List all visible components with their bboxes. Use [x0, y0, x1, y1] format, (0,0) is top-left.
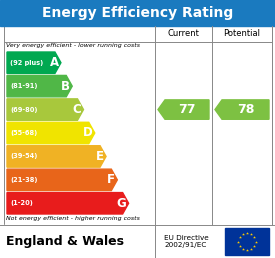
Text: England & Wales: England & Wales: [6, 235, 124, 248]
Text: G: G: [117, 197, 127, 210]
Polygon shape: [7, 146, 106, 167]
Text: (55-68): (55-68): [10, 130, 37, 136]
Text: D: D: [83, 126, 93, 140]
Text: Energy Efficiency Rating: Energy Efficiency Rating: [42, 6, 233, 20]
Polygon shape: [7, 75, 72, 97]
Polygon shape: [7, 122, 95, 144]
Text: Current: Current: [167, 29, 199, 38]
Text: Very energy efficient - lower running costs: Very energy efficient - lower running co…: [6, 43, 140, 48]
Bar: [4, 26, 272, 225]
Text: Not energy efficient - higher running costs: Not energy efficient - higher running co…: [6, 216, 140, 221]
Polygon shape: [7, 99, 84, 120]
Text: EU Directive: EU Directive: [164, 236, 208, 241]
Polygon shape: [7, 52, 61, 74]
Text: (21-38): (21-38): [10, 177, 37, 183]
Bar: [225, 228, 269, 255]
Text: (92 plus): (92 plus): [10, 60, 43, 66]
Text: 77: 77: [178, 103, 196, 116]
Text: 78: 78: [237, 103, 254, 116]
Text: F: F: [107, 173, 115, 186]
Text: (1-20): (1-20): [10, 200, 33, 206]
Text: (81-91): (81-91): [10, 83, 37, 89]
Text: C: C: [73, 103, 81, 116]
Text: (39-54): (39-54): [10, 154, 37, 159]
Polygon shape: [7, 169, 117, 191]
Polygon shape: [158, 100, 209, 119]
Polygon shape: [215, 100, 269, 119]
Polygon shape: [7, 192, 129, 214]
Text: B: B: [61, 80, 70, 93]
Text: E: E: [96, 150, 104, 163]
Bar: [0, 0, 275, 26]
Bar: [0, 225, 275, 258]
Text: A: A: [50, 56, 59, 69]
Text: (69-80): (69-80): [10, 107, 37, 112]
Text: Potential: Potential: [224, 29, 260, 38]
Text: 2002/91/EC: 2002/91/EC: [165, 243, 207, 248]
